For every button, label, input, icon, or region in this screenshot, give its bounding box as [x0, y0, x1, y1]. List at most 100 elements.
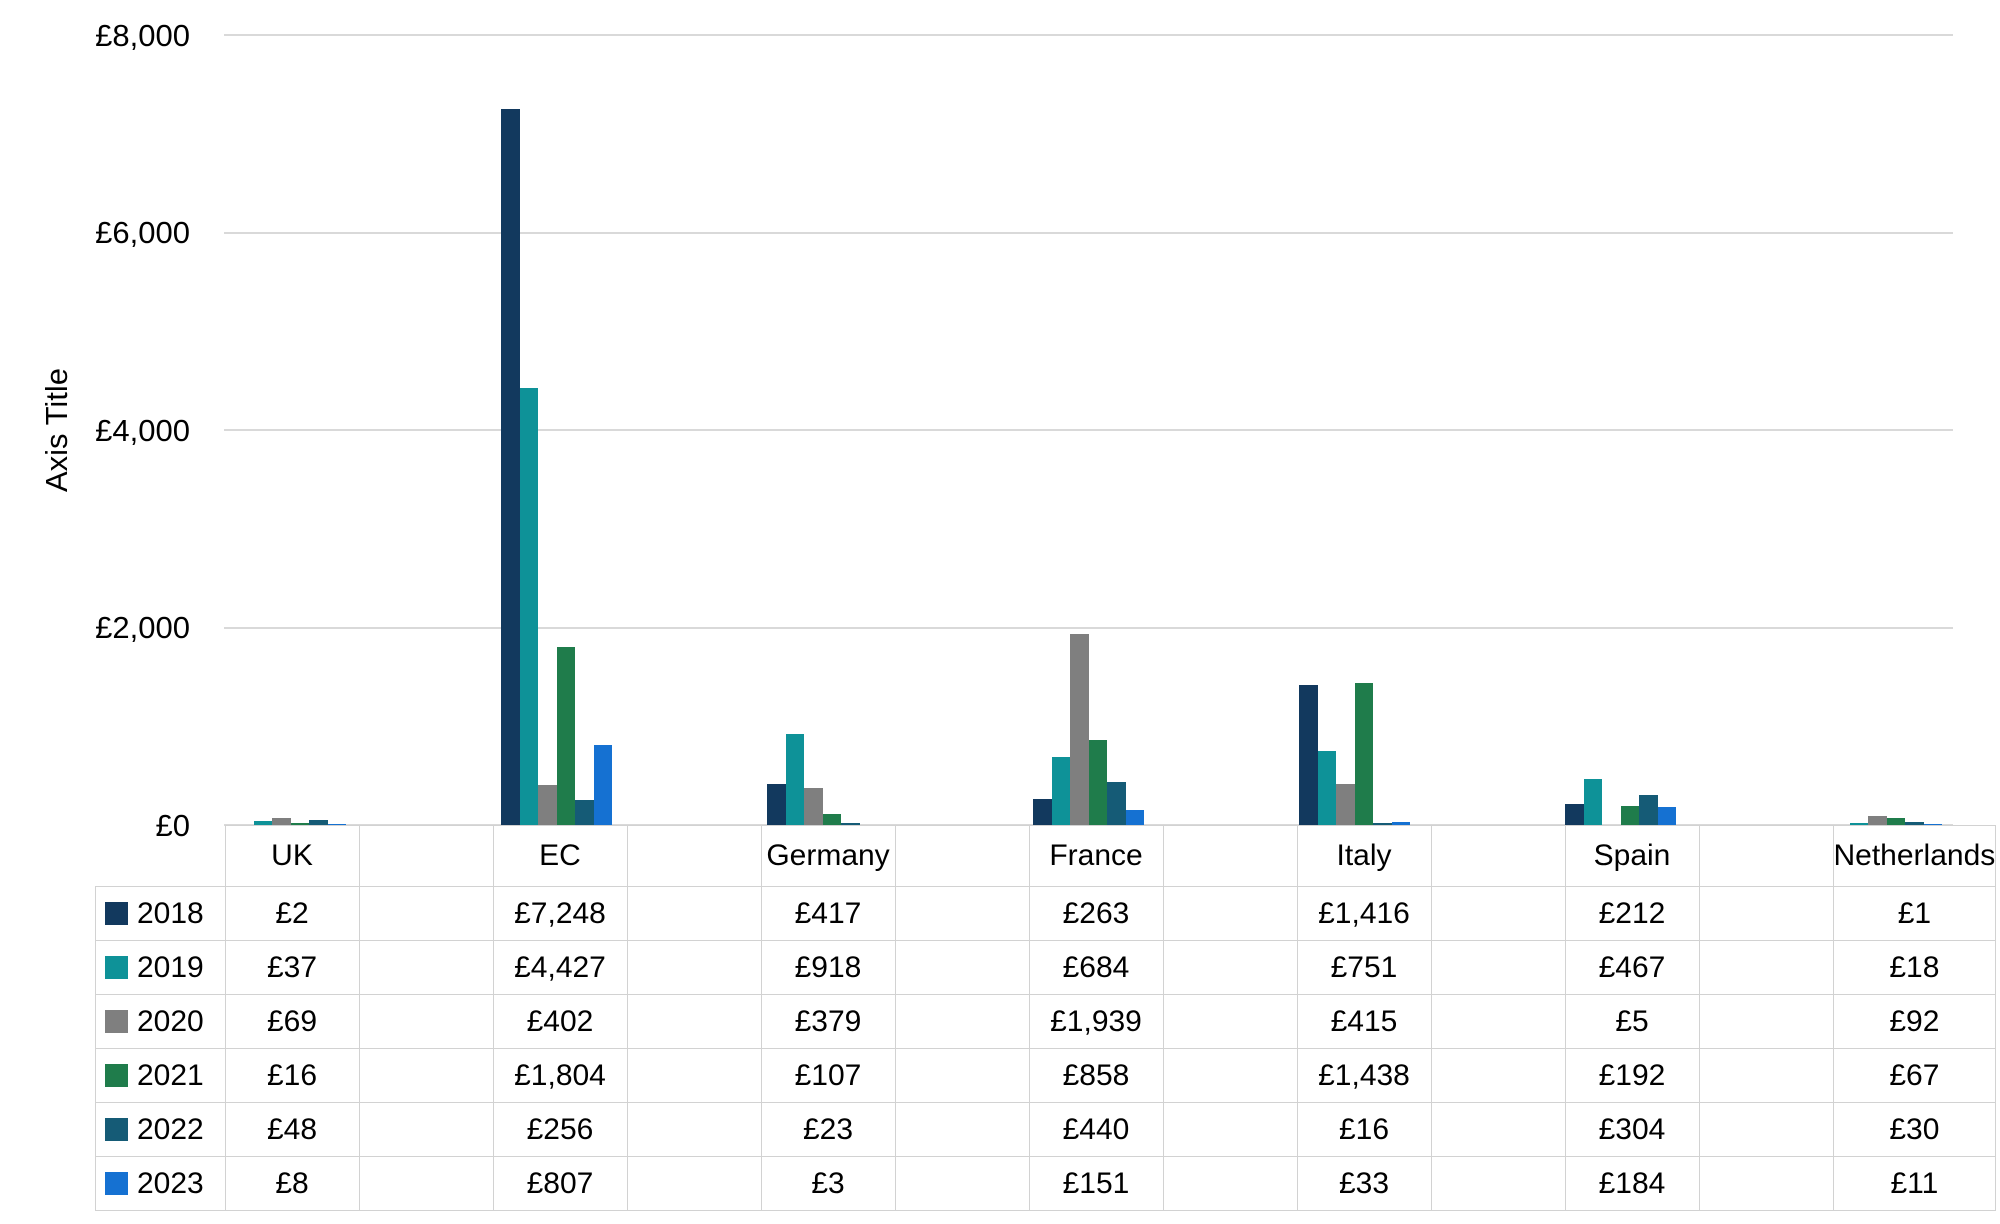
- bar-spain-2022: [1639, 794, 1658, 825]
- spacer-cell: [894, 994, 1030, 1049]
- bar-spain-2023: [1657, 806, 1676, 825]
- value-cell-germany-2022: £23: [760, 1102, 896, 1157]
- value-cell-germany-2021: £107: [760, 1048, 896, 1103]
- bar-netherlands-2020: [1868, 815, 1887, 825]
- bar-group-spain: [1554, 35, 1687, 825]
- bar-france-2023: [1125, 810, 1144, 825]
- bar-group-germany: [756, 35, 889, 825]
- value-cell-france-2021: £858: [1028, 1048, 1164, 1103]
- value-cell-germany-2023: £3: [760, 1156, 896, 1211]
- value-cell-uk-2018: £2: [224, 886, 360, 941]
- bar-ec-2023: [593, 745, 612, 825]
- y-axis-tick-label: £4,000: [95, 412, 190, 448]
- category-label-france: France: [1028, 825, 1164, 887]
- spacer-cell: [1698, 886, 1834, 941]
- spacer-cell: [1162, 1156, 1298, 1211]
- value-cell-italy-2021: £1,438: [1296, 1048, 1432, 1103]
- value-cell-uk-2021: £16: [224, 1048, 360, 1103]
- bar-italy-2022: [1373, 823, 1392, 825]
- value-cell-netherlands-2021: £67: [1832, 1048, 1997, 1103]
- bar-italy-2018: [1299, 685, 1318, 825]
- category-label-ec: EC: [492, 825, 628, 887]
- value-cell-netherlands-2019: £18: [1832, 940, 1997, 995]
- table-row-2020: 2020 £69 £402 £379 £1,939 £415 £5 £92: [95, 994, 1997, 1049]
- bar-germany-2018: [767, 783, 786, 825]
- bar-italy-2019: [1317, 750, 1336, 825]
- spacer-cell: [1698, 825, 1834, 887]
- category-label-netherlands: Netherlands: [1832, 825, 1997, 887]
- legend-year-label: 2020: [137, 1004, 204, 1038]
- spacer-cell: [1430, 994, 1566, 1049]
- y-axis-tick-label: £2,000: [95, 610, 190, 645]
- legend-swatch-icon: [105, 1171, 128, 1195]
- value-cell-germany-2018: £417: [760, 886, 896, 941]
- spacer-cell: [358, 886, 494, 941]
- spacer-cell: [1698, 1048, 1834, 1103]
- gridline-8000: [224, 34, 1953, 36]
- legend-swatch-icon: [105, 955, 128, 979]
- value-cell-netherlands-2020: £92: [1832, 994, 1997, 1049]
- table-row-2018: 2018 £2 £7,248 £417 £263 £1,416 £212 £1: [95, 886, 1997, 941]
- bar-france-2019: [1051, 757, 1070, 825]
- legend-cell-2023: 2023: [95, 1156, 226, 1211]
- gridline-4000: [224, 429, 1953, 431]
- bar-spain-2021: [1620, 806, 1639, 825]
- value-cell-france-2020: £1,939: [1028, 994, 1164, 1049]
- value-cell-ec-2020: £402: [492, 994, 628, 1049]
- legend-swatch-icon: [105, 1009, 128, 1033]
- bar-netherlands-2023: [1923, 823, 1942, 825]
- spacer-cell: [358, 994, 494, 1049]
- y-axis-tick-label: £6,000: [95, 215, 190, 250]
- legend-year-label: 2023: [137, 1166, 204, 1200]
- value-cell-france-2019: £684: [1028, 940, 1164, 995]
- category-header-row: UK EC Germany France Italy Spain Netherlands: [96, 825, 1997, 887]
- value-cell-italy-2018: £1,416: [1296, 886, 1432, 941]
- value-cell-france-2023: £151: [1028, 1156, 1164, 1211]
- value-cell-uk-2020: £69: [224, 994, 360, 1049]
- spacer-cell: [1162, 886, 1298, 941]
- bar-germany-2022: [841, 822, 860, 825]
- spacer-cell: [894, 825, 1030, 887]
- bar-group-france: [1022, 35, 1155, 825]
- value-cell-ec-2022: £256: [492, 1102, 628, 1157]
- spacer-cell: [626, 886, 762, 941]
- legend-year-label: 2021: [137, 1058, 204, 1092]
- spacer-cell: [894, 1102, 1030, 1157]
- bar-uk-2019: [253, 821, 272, 825]
- value-cell-italy-2022: £16: [1296, 1102, 1432, 1157]
- table-row-2022: 2022 £48 £256 £23 £440 £16 £304 £30: [95, 1102, 1997, 1157]
- spacer-cell: [1430, 1156, 1566, 1211]
- table-row-2021: 2021 £16 £1,804 £107 £858 £1,438 £192 £67: [95, 1048, 1997, 1103]
- spacer-cell: [1698, 1156, 1834, 1211]
- spacer-cell: [894, 940, 1030, 995]
- bar-germany-2021: [822, 814, 841, 825]
- spacer-cell: [626, 1048, 762, 1103]
- table-row-2023: 2023 £8 £807 £3 £151 £33 £184 £11: [95, 1156, 1997, 1211]
- spacer-cell: [1430, 886, 1566, 941]
- bar-uk-2023: [327, 824, 346, 825]
- value-cell-ec-2021: £1,804: [492, 1048, 628, 1103]
- spacer-cell: [1430, 825, 1566, 887]
- y-axis-tick-label: £8,000: [95, 17, 190, 53]
- spacer-cell: [358, 1102, 494, 1157]
- value-cell-france-2018: £263: [1028, 886, 1164, 941]
- legend-year-label: 2019: [137, 950, 204, 984]
- value-cell-uk-2022: £48: [224, 1102, 360, 1157]
- value-cell-ec-2019: £4,427: [492, 940, 628, 995]
- legend-cell-2022: 2022: [95, 1102, 226, 1157]
- spacer-cell: [358, 1156, 494, 1211]
- bar-spain-2019: [1583, 778, 1602, 825]
- spacer-cell: [1162, 1102, 1298, 1157]
- spacer-cell: [894, 886, 1030, 941]
- gridline-2000: [224, 626, 1953, 629]
- bar-ec-2021: [556, 646, 575, 825]
- spacer-cell: [626, 940, 762, 995]
- spacer-cell: [626, 825, 762, 887]
- spacer-cell: [1162, 825, 1298, 887]
- value-cell-germany-2020: £379: [760, 994, 896, 1049]
- spacer-cell: [1162, 994, 1298, 1049]
- spacer-cell: [358, 1048, 494, 1103]
- table-corner-cell: [96, 826, 226, 887]
- value-cell-uk-2023: £8: [224, 1156, 360, 1211]
- legend-swatch-icon: [105, 1063, 128, 1087]
